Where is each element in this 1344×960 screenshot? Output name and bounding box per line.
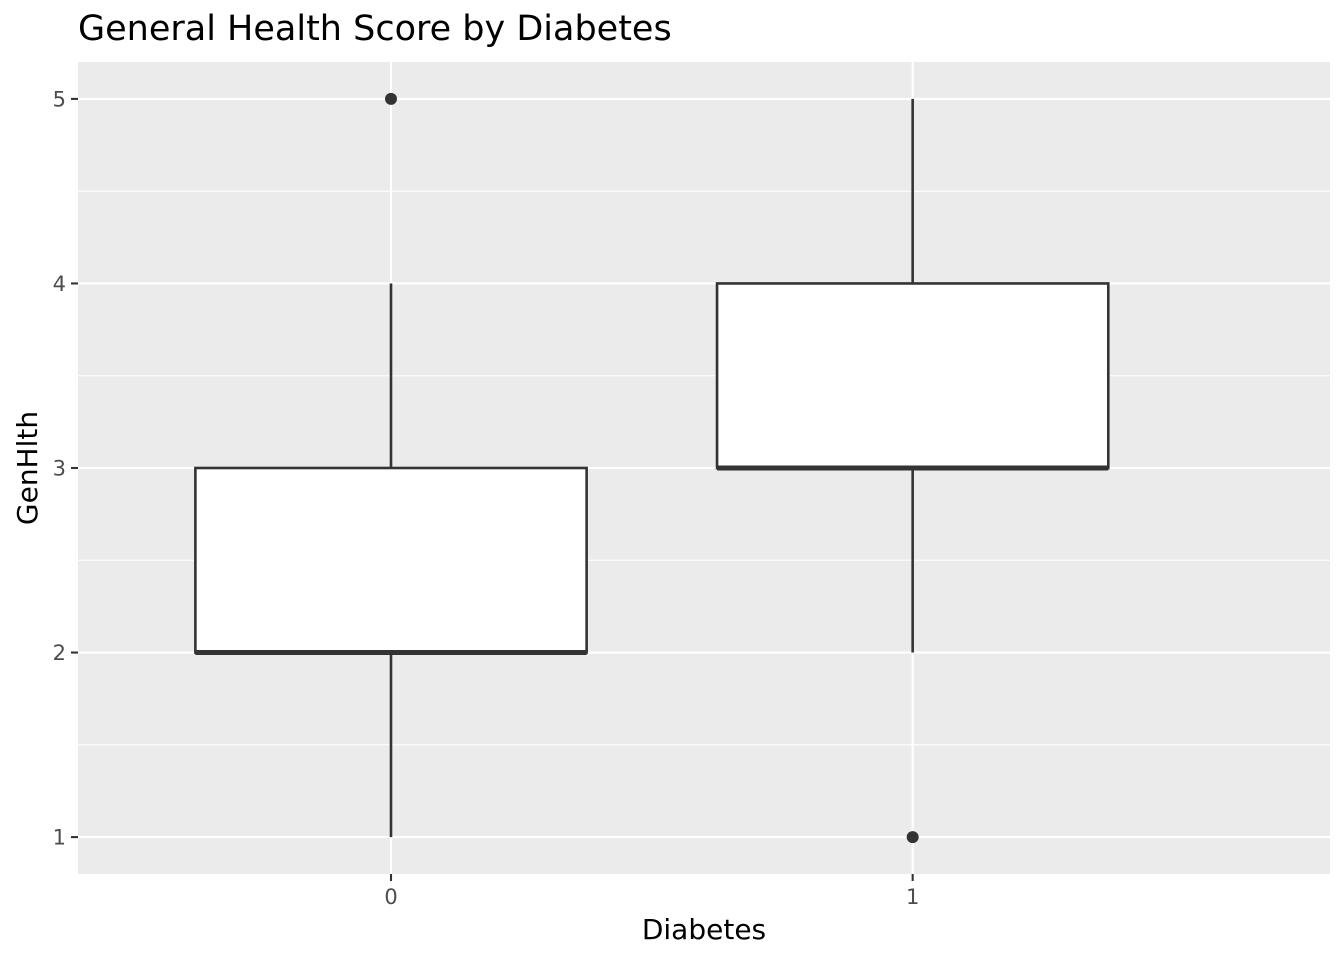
y-tick-label: 4 (53, 272, 66, 296)
x-tick-label: 1 (906, 885, 919, 909)
x-axis-title: Diabetes (642, 913, 766, 946)
box-series (194, 92, 1110, 844)
chart-title: General Health Score by Diabetes (78, 9, 672, 49)
y-tick-label: 1 (53, 826, 66, 850)
y-axis-title: GenHlth (11, 411, 44, 525)
y-axis: 1 2 3 4 5 (53, 87, 78, 850)
box-1 (715, 98, 1110, 844)
x-tick-label: 0 (384, 885, 397, 909)
box-0 (194, 92, 588, 838)
outlier-point (906, 831, 919, 844)
y-tick-label: 5 (53, 87, 66, 111)
y-tick-label: 2 (53, 641, 66, 665)
box-iqr (715, 282, 1110, 470)
y-tick-label: 3 (53, 457, 66, 481)
box-iqr (194, 466, 588, 654)
outlier-point (385, 92, 397, 105)
